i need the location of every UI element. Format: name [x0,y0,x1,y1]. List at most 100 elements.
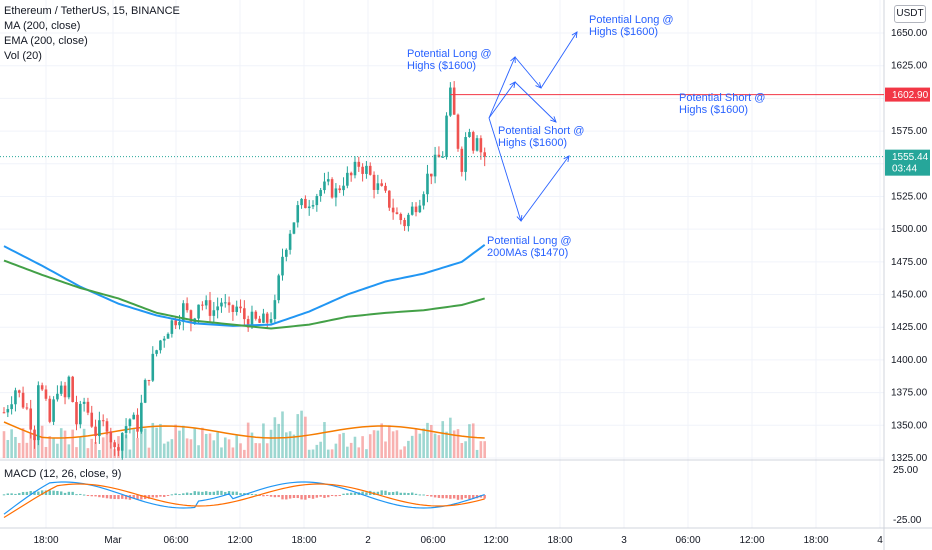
macd-histogram-bar [380,490,383,495]
candle-body [90,412,94,427]
macd-histogram-bar [346,493,349,495]
volume-bar [246,422,250,458]
macd-histogram-bar [445,495,448,499]
candle-body [426,173,429,195]
annotation-long-bottom: 200MAs ($1470) [487,247,568,259]
volume-bar [300,410,303,458]
macd-histogram-bar [52,490,55,495]
macd-histogram-bar [82,494,86,496]
annotation-long-top: Highs ($1600) [589,26,658,38]
candle-body [277,275,280,301]
volume-bar [250,432,254,458]
time-axis-label: 18:00 [33,535,58,546]
price-axis-tick: 1425.00 [891,322,928,333]
macd-histogram-bar [193,491,196,495]
candle-body [464,137,467,172]
time-axis-label: 3 [621,535,627,546]
candle-body [220,302,223,307]
volume-bar [63,430,67,458]
macd-histogram-bar [224,491,227,495]
volume-bar [254,443,258,458]
volume-bar [220,447,223,458]
candle-body [269,319,273,323]
candle-body [128,419,132,427]
volume-bar [403,446,406,458]
macd-histogram-bar [189,493,193,495]
candle-body [17,390,21,393]
currency-badge[interactable]: USDT [894,5,926,23]
resistance-price-label: 1602.90 [892,90,929,101]
time-axis-label: 18:00 [291,535,316,546]
macd-histogram-bar [403,492,406,495]
macd-indicator-label[interactable]: MACD (12, 26, close, 9) [4,468,122,480]
volume-bar [479,441,483,458]
candle-body [132,414,136,420]
candle-body [75,402,78,425]
candle-body [365,165,368,174]
volume-bar [79,437,82,458]
volume-bar [201,427,204,458]
candle-body [44,389,48,399]
volume-bar [52,438,55,458]
macd-histogram-bar [212,491,216,495]
macd-histogram-bar [121,495,124,499]
macd-histogram-bar [60,491,63,495]
volume-bar [6,439,10,458]
macd-histogram-bar [204,491,208,495]
candle-body [338,188,342,191]
macd-histogram-bar [288,495,292,499]
volume-bar [319,441,322,458]
symbol-title[interactable]: Ethereum / TetherUS, 15, BINANCE [4,5,180,17]
macd-histogram-bar [311,495,315,499]
macd-histogram-bar [63,492,67,495]
macd-histogram-bar [113,495,116,500]
volume-indicator-label[interactable]: Vol (20) [4,50,42,62]
volume-bar [399,449,403,458]
time-axis-label: 06:00 [675,535,700,546]
price-axis-tick: 1625.00 [891,61,928,72]
projection-arrowhead [563,155,570,162]
volume-bar [231,447,235,458]
volume-bar [365,449,368,458]
volume-bar [204,433,208,458]
macd-histogram-bar [315,495,319,498]
macd-histogram-bar [6,493,10,495]
volume-bar [307,449,311,458]
candle-body [368,165,372,175]
candle-body [323,181,326,191]
ema-indicator-label[interactable]: EMA (200, close) [4,35,88,47]
candle-body [162,338,166,341]
macd-histogram-bar [407,492,410,495]
macd-histogram-bar [231,491,235,495]
macd-histogram-bar [281,495,284,500]
resistance-price-tag [885,87,930,102]
macd-histogram-bar [430,495,433,497]
current-price-tag [885,149,930,176]
candle-body [71,376,74,403]
volume-bar [304,416,307,458]
macd-histogram-bar [468,495,471,500]
candle-body [59,385,63,394]
time-axis-label: 12:00 [227,535,252,546]
volume-bar [174,424,177,458]
time-axis-label: 18:00 [547,535,572,546]
macd-histogram-bar [456,495,460,500]
ma-indicator-label[interactable]: MA (200, close) [4,20,81,32]
macd-histogram-bar [399,492,402,495]
candle-body [189,310,193,324]
macd-histogram-bar [418,494,422,496]
annotation-long-mid: Highs ($1600) [407,60,476,72]
volume-bar [29,432,33,458]
volume-bar [17,442,21,458]
macd-histogram-bar [277,495,280,498]
candle-body [410,206,414,215]
candle-body [449,87,452,116]
candle-body [361,166,364,174]
macd-histogram-bar [391,491,395,495]
candle-body [201,304,204,306]
candle-body [418,205,422,213]
signal-line [3,483,485,518]
volume-bar [197,445,200,458]
candle-body [357,161,361,167]
